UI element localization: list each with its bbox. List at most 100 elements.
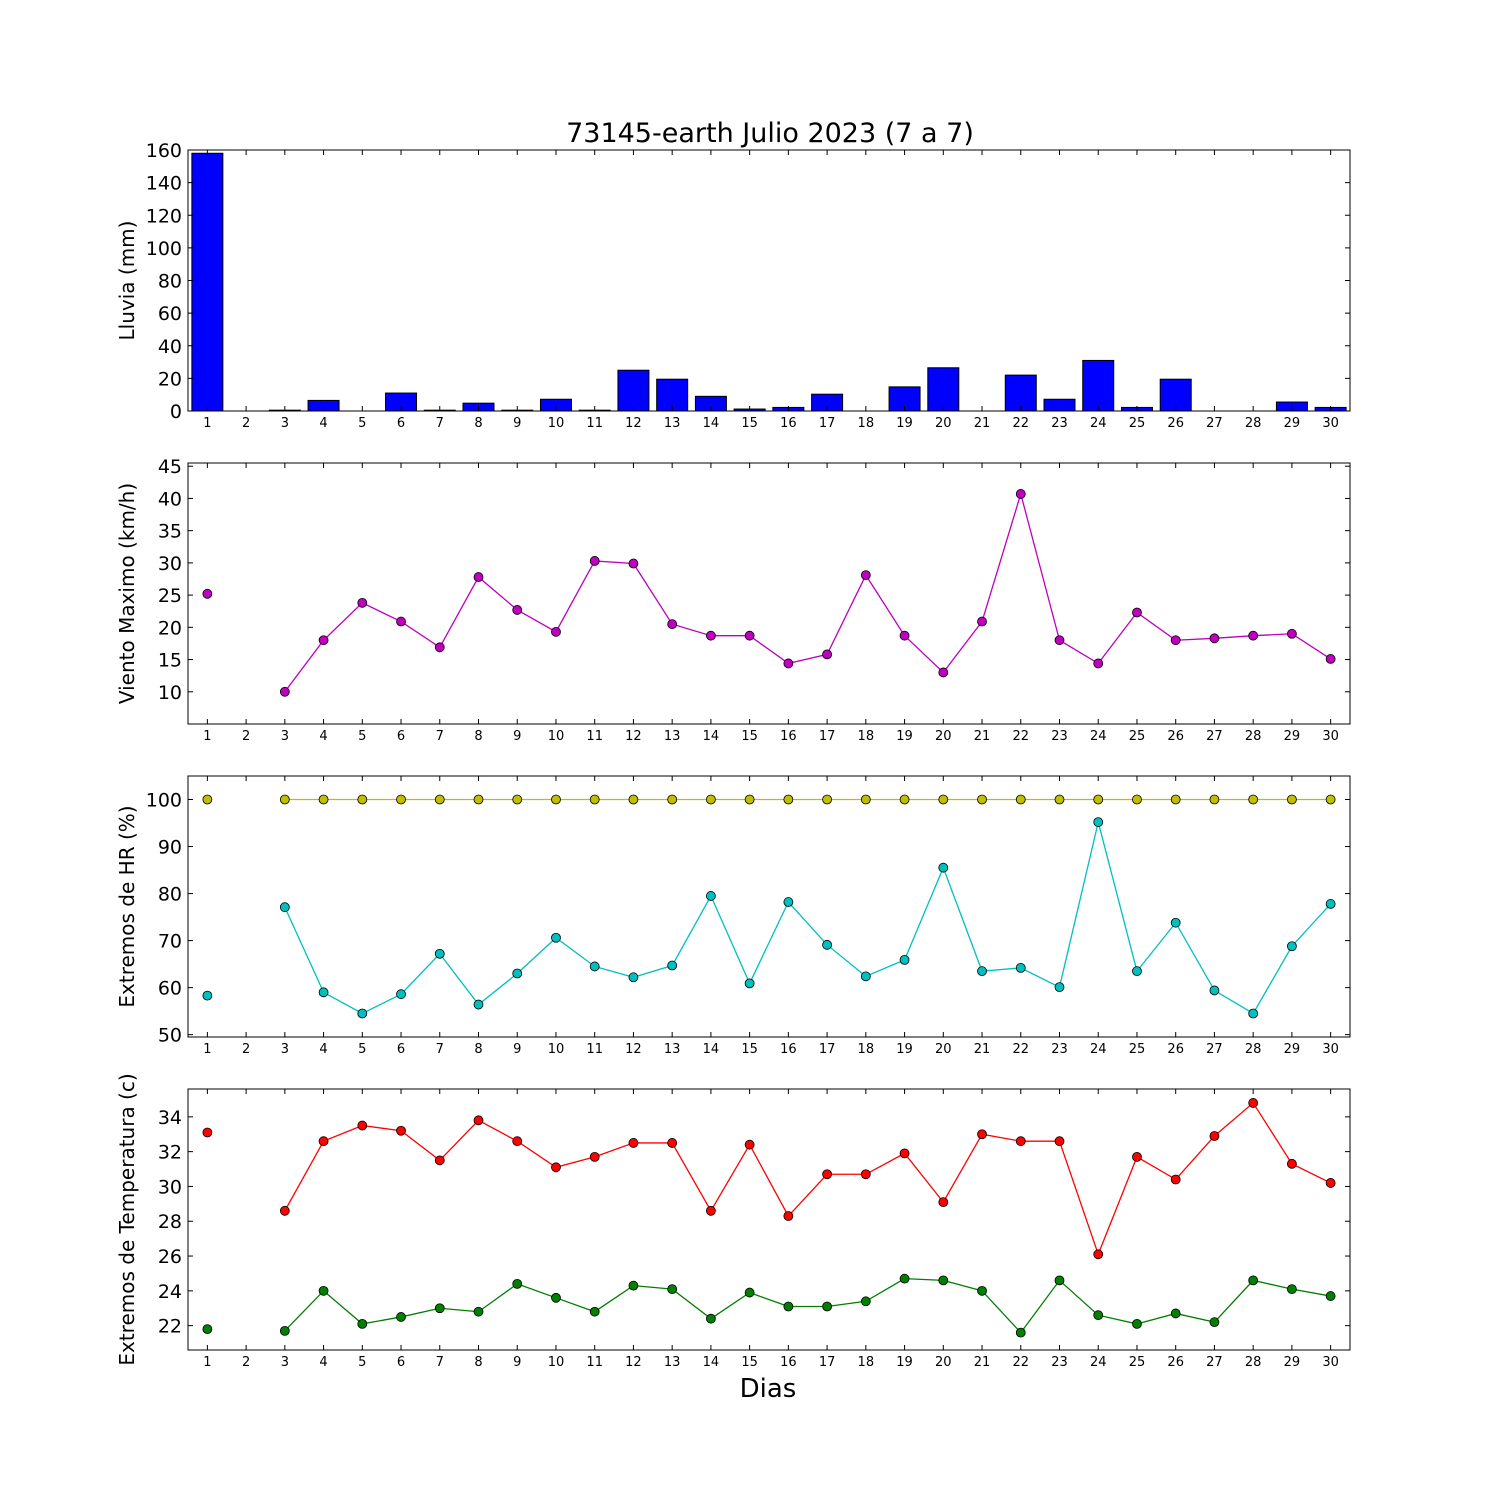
series-1-point-day-26 (1170, 635, 1181, 646)
series-2-point-day-17 (822, 939, 832, 950)
series-1-point-day-28 (1248, 1098, 1259, 1108)
axes-frame (187, 1088, 1351, 1351)
series-2-point-day-26 (1170, 1308, 1181, 1319)
series-1-point-day-22 (1015, 1136, 1026, 1147)
x-tick-label: 1 (203, 1355, 211, 1370)
series-1-point-day-20 (938, 667, 949, 678)
series-1-point-day-10 (551, 794, 561, 805)
series-1-point-day-3 (279, 1205, 290, 1216)
series-2-point-day-9 (512, 968, 523, 979)
x-tick-label: 17 (819, 416, 836, 431)
series-1-point-day-19 (899, 630, 910, 641)
series-1-point-day-7 (434, 642, 445, 653)
y-tick-label: 34 (158, 1107, 182, 1129)
series-2-point-day-10 (551, 932, 561, 943)
x-tick-label: 15 (741, 729, 758, 744)
series-1-point-day-10 (551, 1162, 561, 1173)
series-1-point-day-1 (202, 588, 213, 599)
series-2-point-day-10 (551, 1292, 561, 1303)
y-tick-label: 22 (158, 1316, 182, 1338)
series-1-point-day-14 (706, 794, 716, 805)
series-2-point-day-6 (396, 1312, 406, 1322)
x-tick-label: 30 (1322, 729, 1339, 744)
x-tick-label: 26 (1167, 1355, 1184, 1370)
x-tick-label: 29 (1284, 729, 1301, 744)
series-1-point-day-7 (434, 1155, 445, 1166)
x-tick-label: 19 (896, 416, 913, 431)
series-1-point-day-23 (1054, 794, 1065, 805)
subplot-4: 1 2 3 4 5 6 7 8 9 10 11 12 13 14 15 16 17 18 19 20 21 22 23 24 2… (115, 1073, 1351, 1370)
series-1-point-day-23 (1054, 635, 1065, 646)
x-tick-label: 24 (1090, 1355, 1107, 1370)
x-tick-label: 17 (819, 729, 836, 744)
x-tick-label: 29 (1284, 1355, 1301, 1370)
y-tick-label: 160 (146, 140, 182, 162)
x-tick-label: 30 (1322, 1042, 1339, 1057)
series-2-point-day-23 (1054, 1275, 1065, 1286)
x-tick-label: 21 (974, 1042, 991, 1057)
x-tick-label: 1 (203, 416, 211, 431)
series-2-point-day-22 (1015, 1327, 1026, 1338)
series-1-point-day-10 (551, 626, 561, 637)
series-1-point-day-25 (1132, 1151, 1142, 1162)
series-1-point-day-8 (473, 572, 484, 582)
series-1-point-day-22 (1015, 489, 1026, 499)
series-1-point-day-13 (667, 1138, 678, 1148)
x-tick-label: 27 (1206, 729, 1223, 744)
x-tick-label: 5 (358, 729, 366, 744)
series-1-point-day-16 (783, 658, 794, 669)
x-tick-label: 10 (548, 729, 565, 744)
y-tick-label: 40 (158, 488, 182, 510)
series-1-point-day-4 (318, 1136, 329, 1147)
series-2-line-segment-2 (284, 1278, 1331, 1334)
x-tick-label: 11 (586, 416, 603, 431)
x-tick-label: 23 (1051, 1355, 1068, 1370)
x-tick-label: 6 (397, 1355, 405, 1370)
series-1-point-day-24 (1093, 794, 1104, 805)
y-tick-label: 26 (158, 1246, 182, 1268)
x-tick-label: 3 (281, 1042, 289, 1057)
series-1-point-day-14 (706, 1205, 716, 1216)
series-1-point-day-28 (1248, 794, 1259, 805)
y-tick-label: 90 (158, 837, 182, 859)
x-tick-label: 10 (548, 1355, 565, 1370)
series-2-point-day-20 (938, 1275, 949, 1286)
y-tick-label: 140 (146, 173, 182, 195)
series-2-point-day-1 (202, 990, 213, 1001)
x-tick-label: 29 (1284, 416, 1301, 431)
y-axis-label: Extremos de HR (%) (115, 805, 139, 1007)
series-1-point-day-12 (628, 794, 639, 805)
series-1-point-day-9 (512, 1136, 523, 1147)
x-tick-label: 1 (203, 729, 211, 744)
series-2-point-day-11 (589, 961, 600, 972)
series-2-point-day-22 (1015, 962, 1026, 973)
series-1-point-day-17 (822, 794, 832, 805)
series-2-point-day-7 (434, 948, 445, 959)
series-2-point-day-24 (1093, 817, 1104, 827)
axes-frame (187, 775, 1351, 1038)
series-1-point-day-4 (318, 794, 329, 805)
series-1-point-day-13 (667, 794, 678, 805)
series-1-point-day-15 (744, 630, 755, 641)
x-tick-label: 15 (741, 1355, 758, 1370)
y-tick-label: 80 (158, 884, 182, 906)
bar-day-1 (191, 152, 224, 412)
series-2-point-day-14 (706, 891, 716, 901)
series-2-point-day-28 (1248, 1008, 1259, 1019)
x-tick-label: 28 (1245, 1042, 1262, 1057)
series-1-point-day-3 (279, 686, 290, 697)
x-tick-label: 8 (474, 1355, 482, 1370)
series-1-point-day-6 (396, 1125, 406, 1136)
subplot-3: 1 2 3 4 5 6 7 8 9 10 11 12 13 14 15 16 17 18 19 20 21 22 23 24 2… (115, 775, 1351, 1057)
x-tick-label: 9 (513, 729, 521, 744)
series-1-point-day-6 (396, 616, 406, 627)
x-tick-label: 21 (974, 1355, 991, 1370)
series-2-point-day-30 (1325, 1291, 1336, 1301)
x-tick-label: 20 (935, 1355, 952, 1370)
series-2-point-day-15 (744, 1287, 755, 1298)
y-tick-label: 20 (158, 617, 182, 639)
x-tick-label: 23 (1051, 729, 1068, 744)
y-tick-label: 30 (158, 553, 182, 575)
series-1-point-day-17 (822, 1169, 832, 1180)
series-2-point-day-23 (1054, 982, 1065, 993)
